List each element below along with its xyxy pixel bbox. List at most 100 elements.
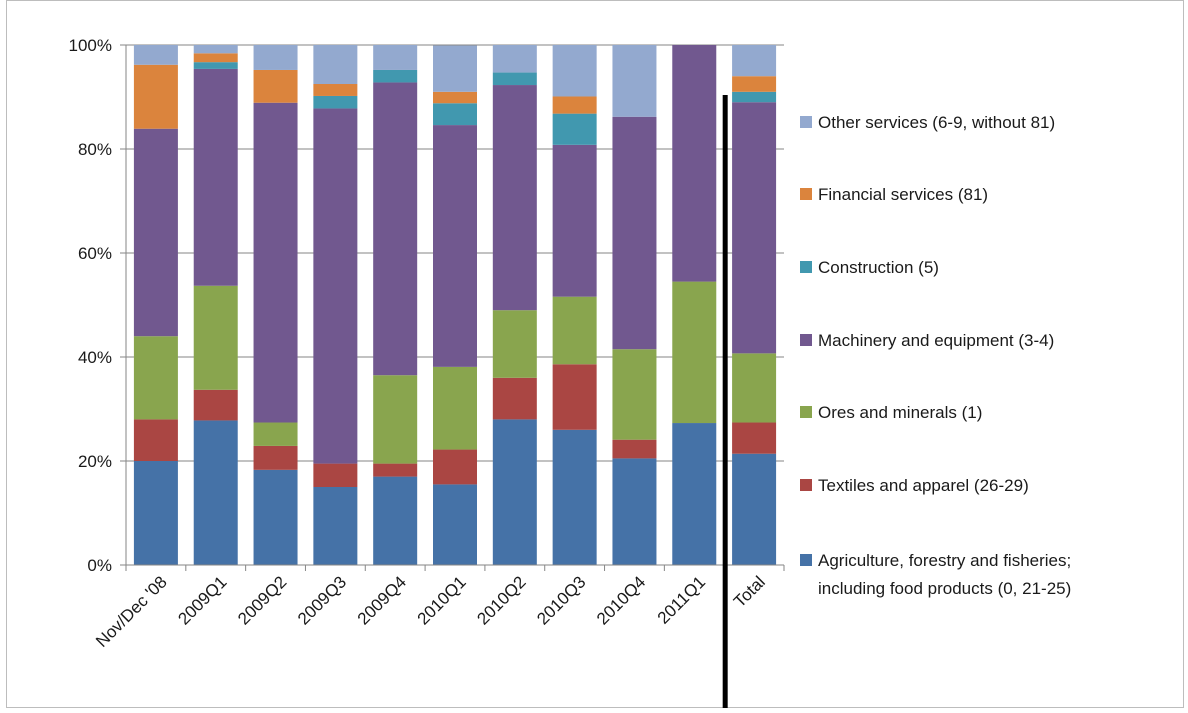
legend-label-line2: including food products (0, 21-25) [818, 579, 1071, 598]
bar-segment [552, 364, 597, 430]
x-tick-label: 2010Q1 [414, 572, 470, 628]
bar-segment [133, 45, 178, 65]
bar-segment [253, 422, 298, 446]
bar-segment [672, 45, 717, 282]
bar-segment [193, 62, 238, 69]
bar-segment [492, 72, 537, 86]
legend-label: Financial services (81) [818, 185, 988, 204]
y-tick-label: 60% [78, 244, 112, 263]
bar-segment [492, 377, 537, 420]
legend: Other services (6-9, without 81) Financia… [800, 113, 1071, 598]
bar-segment [612, 45, 657, 117]
bar-segment [133, 336, 178, 420]
bar-segment [193, 389, 238, 421]
bar-segment [732, 102, 777, 354]
y-tick-label: 80% [78, 140, 112, 159]
bar-segment [732, 453, 777, 565]
bar-segment [672, 423, 717, 565]
x-tick-label: 2010Q3 [533, 572, 589, 628]
bar-segment [313, 45, 358, 84]
bar-segment [133, 128, 178, 337]
bar-segment [552, 296, 597, 365]
chart-frame [6, 0, 1184, 708]
bar-segment [732, 353, 777, 423]
bar-segment [253, 69, 298, 103]
bar-segment [492, 419, 537, 565]
bar-segment [552, 96, 597, 114]
legend-swatch [800, 479, 812, 491]
y-tick-label: 20% [78, 452, 112, 471]
y-tick-label: 100% [69, 36, 112, 55]
legend-swatch [800, 116, 812, 128]
bar-segment [313, 108, 358, 464]
legend-label: Construction (5) [818, 258, 939, 277]
legend-label: Textiles and apparel (26-29) [818, 476, 1029, 495]
y-tick-label: 40% [78, 348, 112, 367]
bar-segment [552, 429, 597, 565]
x-tick-label: Total [730, 572, 769, 611]
bar-segment [313, 95, 358, 109]
legend-swatch [800, 261, 812, 273]
bar-segment [433, 125, 477, 367]
legend-label: Ores and minerals (1) [818, 403, 982, 422]
x-tick-label: 2010Q4 [593, 572, 649, 628]
bar-segment [492, 310, 537, 378]
bar-segment [193, 285, 238, 390]
bar-segment [253, 102, 298, 423]
bar-segment [612, 349, 657, 440]
x-tick-label: Nov/Dec '08 [92, 572, 171, 651]
legend-swatch [800, 188, 812, 200]
bar-segment [313, 463, 358, 487]
legend-swatch [800, 554, 812, 566]
bar-segment [193, 420, 238, 565]
bar-segment [373, 463, 418, 477]
bar-segment [133, 419, 178, 461]
bar-segment [373, 82, 418, 376]
bar-segment [193, 68, 238, 286]
bar-segment [373, 375, 418, 464]
bar-segment [732, 45, 777, 77]
bar-segment [313, 84, 358, 96]
bar-segment [433, 366, 477, 450]
bar-segment [552, 113, 597, 145]
bar-segment [492, 85, 537, 311]
bar-segment [732, 91, 777, 103]
bar-segment [373, 476, 418, 565]
bar-segment [672, 281, 717, 424]
x-tick-label: 2009Q4 [354, 572, 410, 628]
bar-segment [433, 449, 477, 485]
bar-segment [133, 461, 178, 565]
bar-segment [492, 45, 537, 73]
bars [133, 45, 777, 565]
bar-segment [193, 53, 238, 63]
bar-segment [253, 45, 298, 70]
legend-label: Machinery and equipment (3-4) [818, 331, 1054, 350]
bar-segment [433, 484, 477, 565]
bar-segment [552, 144, 597, 297]
x-tick-label: 2010Q2 [473, 572, 529, 628]
bar-segment [373, 45, 418, 70]
bar-segment [193, 45, 238, 54]
bar-segment [433, 103, 477, 126]
x-tick-label: 2009Q2 [234, 572, 290, 628]
x-tick-label: 2011Q1 [654, 572, 709, 627]
bar-segment [552, 45, 597, 97]
bar-segment [433, 91, 477, 104]
legend-label: Agriculture, forestry and fisheries; [818, 551, 1071, 570]
legend-label: Other services (6-9, without 81) [818, 113, 1055, 132]
bar-segment [133, 64, 178, 129]
bar-segment [373, 69, 418, 83]
bar-segment [253, 445, 298, 470]
bar-segment [313, 487, 358, 565]
bar-segment [612, 458, 657, 565]
bar-segment [433, 45, 477, 92]
x-tick-label: 2009Q1 [174, 572, 230, 628]
bar-segment [612, 439, 657, 459]
bar-segment [253, 469, 298, 565]
x-tick-label: 2009Q3 [294, 572, 350, 628]
x-tick-labels: Nov/Dec '08 2009Q1 2009Q2 2009Q3 2009Q4 2010Q… [92, 572, 769, 651]
y-tick-label: 0% [87, 556, 112, 575]
legend-swatch [800, 406, 812, 418]
bar-segment [612, 116, 657, 350]
